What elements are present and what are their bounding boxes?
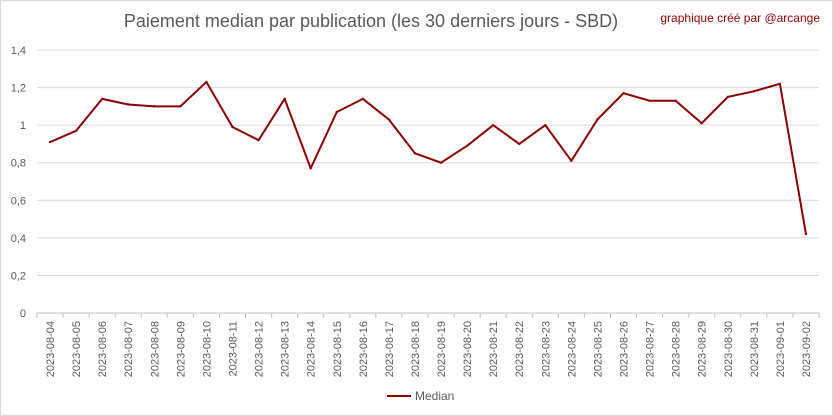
x-tick-label: 2023-08-26: [619, 321, 631, 377]
x-tick-label: 2023-09-01: [775, 321, 787, 377]
x-tick-label: 2023-08-11: [228, 321, 240, 376]
data-point: [413, 152, 417, 155]
y-tick-label: 0,8: [11, 158, 26, 170]
y-tick-label: 0,4: [11, 233, 26, 245]
y-tick-label: 0: [20, 308, 26, 320]
data-point: [518, 142, 521, 146]
data-point: [622, 92, 625, 95]
x-tick-label: 2023-08-19: [436, 321, 448, 377]
data-point: [74, 129, 78, 132]
data-point: [361, 97, 365, 101]
x-tick-label: 2023-08-10: [201, 321, 213, 377]
data-point: [752, 90, 756, 93]
x-tick-label: 2023-08-24: [566, 321, 578, 377]
data-point: [127, 103, 130, 106]
data-point: [491, 123, 495, 127]
x-tick-label: 2023-08-07: [123, 321, 135, 377]
data-point: [309, 167, 312, 170]
x-tick-label: 2023-08-04: [45, 321, 57, 377]
legend-label: Median: [415, 389, 454, 403]
data-point: [48, 140, 52, 144]
y-tick-label: 1: [20, 120, 26, 132]
x-tick-label: 2023-08-13: [280, 321, 292, 377]
data-point: [205, 80, 208, 84]
data-point: [465, 144, 469, 148]
data-point: [778, 82, 782, 86]
x-tick-label: 2023-08-21: [488, 321, 500, 377]
data-point: [544, 123, 547, 127]
series-line-median: [49, 80, 807, 235]
data-point: [335, 110, 338, 114]
x-tick-label: 2023-08-30: [723, 321, 735, 377]
data-point: [804, 232, 808, 236]
data-point: [179, 105, 182, 108]
x-tick-label: 2023-08-12: [254, 321, 266, 377]
x-tick-label: 2023-08-08: [149, 321, 161, 377]
data-point: [700, 122, 703, 125]
data-point: [257, 138, 260, 142]
data-point: [387, 118, 391, 121]
data-point: [674, 99, 677, 102]
x-tick-label: 2023-08-20: [462, 321, 474, 377]
data-point: [570, 159, 573, 163]
chart-title: Paiement median par publication (les 30 …: [123, 11, 619, 31]
x-tick-label: 2023-08-29: [697, 321, 709, 377]
data-point: [231, 125, 234, 129]
x-tick-label: 2023-09-02: [801, 321, 813, 377]
x-tick-label: 2023-08-16: [358, 321, 370, 377]
chart-credit: graphique créé par @arcange: [660, 11, 820, 25]
x-tick-label: 2023-08-14: [306, 321, 318, 377]
x-tick-label: 2023-08-28: [671, 321, 683, 377]
x-tick-label: 2023-08-15: [332, 321, 344, 377]
data-point: [596, 118, 599, 121]
x-tick-label: 2023-08-23: [540, 321, 552, 377]
data-point: [648, 99, 651, 102]
y-tick-label: 0,6: [11, 195, 26, 207]
x-tick-label: 2023-08-31: [749, 321, 761, 377]
data-point: [153, 105, 156, 108]
y-tick-label: 1,4: [11, 45, 26, 57]
x-tick-label: 2023-08-22: [514, 321, 526, 377]
x-tick-label: 2023-08-18: [410, 321, 422, 377]
x-tick-label: 2023-08-06: [97, 321, 109, 377]
data-point: [100, 97, 104, 101]
data-point: [726, 95, 729, 99]
data-point: [283, 97, 286, 101]
x-tick-label: 2023-08-25: [592, 321, 604, 377]
x-tick-label: 2023-08-17: [384, 321, 396, 377]
x-tick-label: 2023-08-09: [175, 321, 187, 377]
x-tick-label: 2023-08-27: [645, 321, 657, 377]
y-tick-label: 1,2: [11, 83, 26, 95]
x-tick-label: 2023-08-05: [71, 321, 83, 377]
y-tick-label: 0,2: [11, 270, 26, 282]
data-point: [439, 161, 443, 164]
